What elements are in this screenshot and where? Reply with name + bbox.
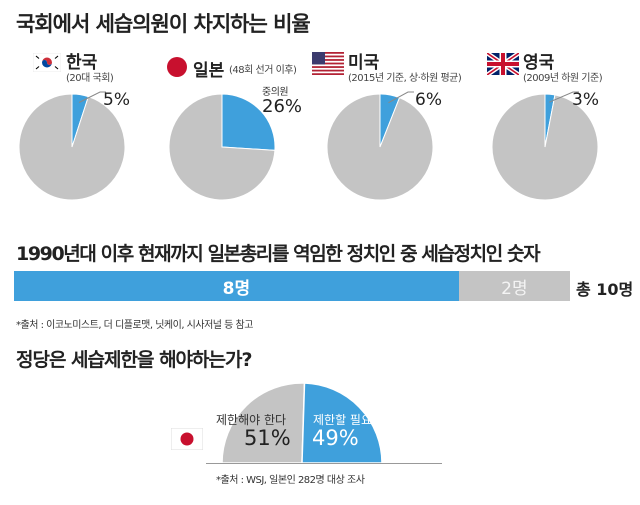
- japan-slice-label: 중의원: [262, 87, 289, 98]
- semi-pct-restrict: 51%: [244, 426, 291, 450]
- japan-pct-label: 26%: [262, 96, 303, 117]
- korea-leader-line: [78, 91, 106, 103]
- uk-name: 영국: [523, 53, 555, 73]
- bar-label-hereditary: 8명: [222, 278, 251, 299]
- bar-segment-other: 2명: [458, 271, 570, 301]
- semi-slice-no-restrict: [301, 382, 383, 464]
- usa-pct-label: 6%: [415, 90, 442, 110]
- usa-name: 미국: [348, 53, 380, 73]
- usa-flag-icon: [312, 52, 344, 75]
- japan-pie-slice-other: [168, 93, 276, 201]
- bar-segment-hereditary: 8명: [14, 271, 459, 301]
- usa-pie-slice-other: [326, 93, 434, 201]
- usa-note: (2015년 기준, 상·하원 평균): [348, 73, 462, 84]
- japan-note: (48회 선거 이후): [229, 65, 297, 76]
- bar-total-label: 총 10명: [576, 280, 634, 299]
- uk-pct-label: 3%: [572, 90, 599, 110]
- uk-note: (2009년 하원 기준): [523, 73, 603, 84]
- semicircle-chart: [221, 382, 383, 464]
- japan-name: 일본: [193, 61, 225, 81]
- pie-charts: [18, 91, 599, 201]
- uk-pie-slice-other: [491, 93, 599, 201]
- section2-source: *출처 : 이코노미스트, 더 디플로맷, 닛케이, 시사저널 등 참고: [16, 320, 253, 331]
- section1-title: 국회에서 세습의원이 차지하는 비율: [16, 12, 311, 36]
- semi-baseline: [206, 463, 442, 464]
- usa-leader-line: [388, 91, 414, 104]
- korea-pie-slice-other: [18, 93, 126, 201]
- korea-pct-label: 5%: [103, 90, 130, 110]
- semi-label-restrict: 제한해야 한다: [216, 413, 287, 427]
- section3-title: 정당은 세습제한을 해야하는가?: [16, 349, 252, 371]
- uk-flag-icon: [485, 51, 521, 77]
- uk-leader-line: [549, 91, 579, 103]
- bar-label-other: 2명: [501, 278, 528, 299]
- japan-pie-slice-hereditary: [221, 93, 276, 151]
- section2-title: 1990년대 이후 현재까지 일본총리를 역임한 정치인 중 세습정치인 숫자: [16, 243, 541, 265]
- korea-name: 한국: [66, 53, 98, 73]
- section3-source: *출처 : WSJ, 일본인 282명 대상 조사: [216, 475, 365, 486]
- japan-flag-icon: [166, 56, 188, 78]
- semi-label-no-restrict: 제한할 필요는 없다: [313, 413, 409, 427]
- korea-note: (20대 국회): [66, 73, 114, 84]
- semi-pct-no-restrict: 49%: [312, 426, 359, 450]
- semi-slice-restrict: [221, 382, 306, 464]
